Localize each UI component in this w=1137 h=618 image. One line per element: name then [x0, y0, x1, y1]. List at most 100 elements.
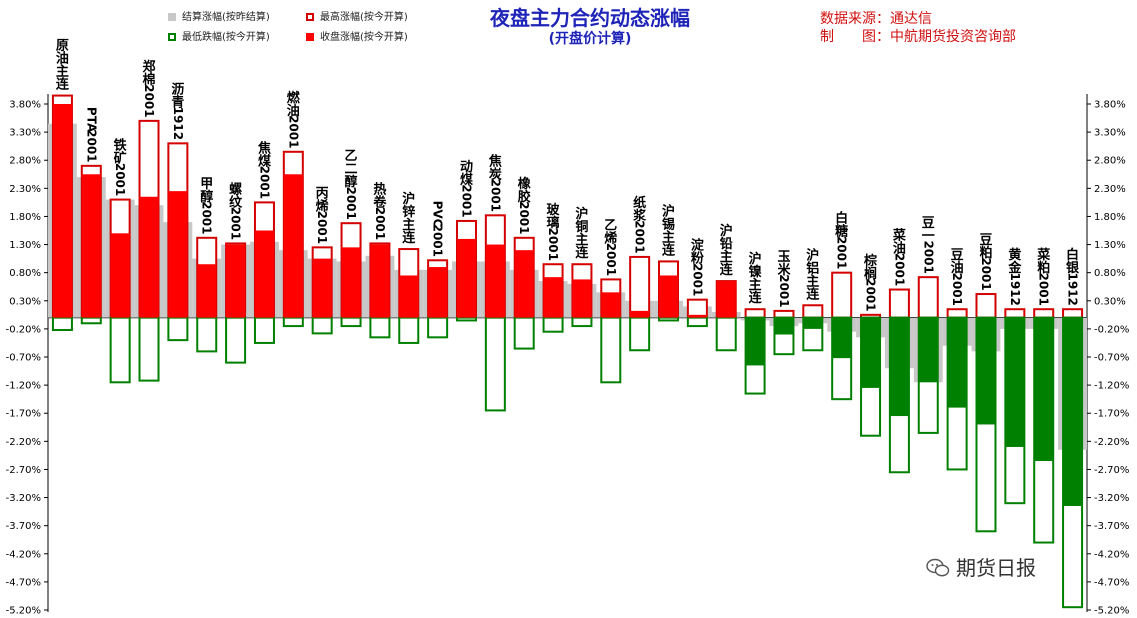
category-label-char: 连: [402, 230, 416, 246]
close-bar: [774, 317, 794, 335]
close-bar: [630, 310, 650, 318]
category-label-0: 原油主连原油主连: [56, 39, 70, 93]
category-label-char: 铜: [574, 219, 588, 235]
category-label-char: 油: [893, 241, 906, 257]
category-label-char: 粕: [1037, 260, 1050, 276]
close-bar: [81, 174, 101, 318]
category-label-code: 2001: [892, 253, 906, 286]
high-bar: [917, 276, 939, 319]
category-label-char: 燃: [287, 90, 301, 106]
category-label-32: 豆粕2001豆粕2001: [979, 233, 993, 291]
low-bar: [311, 316, 333, 335]
legend-item-high: 最高涨幅(按今开算): [306, 8, 408, 23]
low-bar: [196, 316, 218, 353]
y-tick-label-right: -0.70%: [1094, 353, 1129, 364]
category-label-26: 沪铝主连沪铝主连: [806, 247, 820, 302]
y-tick-label-left: 2.80%: [9, 156, 41, 167]
y-tick-label-left: -3.20%: [6, 493, 41, 504]
low-bar: [253, 316, 275, 344]
category-label-char: 焦: [488, 153, 502, 169]
category-label-char: 豆: [922, 216, 935, 231]
y-tick-label-left: -3.70%: [6, 521, 41, 532]
category-label-char: 沪: [662, 203, 675, 219]
category-label-char: 郑: [143, 59, 156, 75]
category-label-code: 2001: [517, 201, 531, 234]
close-bar: [976, 317, 996, 425]
category-label-29: 菜油2001菜油2001: [892, 228, 907, 287]
legend-label-close: 收盘涨幅(按今开算): [320, 32, 408, 43]
y-tick-label-right: -2.70%: [1094, 465, 1129, 476]
category-label-char: 主: [662, 229, 675, 245]
close-bar: [745, 317, 765, 366]
y-tick-label-left: -1.20%: [6, 381, 41, 392]
category-label-char: 纸: [633, 195, 646, 211]
category-label-char: 沪: [402, 191, 415, 207]
category-label-char: 矿: [114, 151, 127, 167]
y-tick-label-right: -1.70%: [1094, 409, 1129, 420]
category-label-char: 粕: [979, 245, 992, 261]
category-label-28: 棕榈2001棕榈2001: [863, 253, 878, 312]
category-label-code: 2001: [84, 129, 98, 162]
category-label-19: 乙烯2001乙烯2001: [604, 218, 618, 276]
close-bar: [1005, 317, 1025, 447]
category-label-17: 玻璃2001玻璃2001: [546, 202, 560, 261]
category-label-code: 2001: [229, 207, 243, 240]
legend-label-high: 最高涨幅(按今开算): [320, 12, 408, 23]
high-bar: [1033, 308, 1055, 319]
category-label-21: 沪锡主连沪锡主连: [662, 203, 676, 258]
low-bar: [629, 316, 651, 352]
close-bar: [52, 104, 72, 318]
y-tick-label-left: -4.70%: [6, 577, 41, 588]
category-label-char: 连: [749, 290, 763, 306]
y-tick-label-right: -0.20%: [1094, 324, 1129, 335]
category-label-6: 螺纹2001螺纹2001: [229, 181, 243, 240]
category-label-char: 主: [56, 64, 69, 80]
low-bar: [369, 316, 391, 339]
y-tick-label-right: -1.20%: [1094, 381, 1129, 392]
close-bar: [659, 275, 679, 318]
category-label-char: 醇: [200, 189, 213, 205]
wechat-icon: [926, 558, 950, 577]
category-label-char: 主: [749, 277, 762, 293]
axes-layer: 3.80% 3.80% 3.30% 3.30% 2.80% 2.80% 2.30% 2.30%…: [6, 94, 1129, 617]
category-label-22: 淀粉2001淀粉2001: [690, 238, 704, 297]
low-bar: [138, 316, 160, 382]
close-bar: [283, 174, 303, 318]
category-label-char: 菜: [1036, 247, 1050, 263]
category-label-char: 沪: [806, 247, 819, 263]
close-bar: [168, 191, 188, 318]
close-bar: [254, 230, 274, 318]
category-label-char: 动: [460, 160, 473, 175]
category-label-char: 白: [1066, 247, 1079, 263]
low-swatch: [168, 33, 176, 41]
category-label-char: 卷: [373, 194, 387, 210]
close-bar: [918, 317, 938, 383]
category-label-char: 锌: [402, 204, 415, 220]
category-label-code: 2001: [921, 240, 935, 273]
category-label-char: 焦: [257, 140, 271, 156]
legend-item-settle: 结算涨幅(按昨结算): [168, 8, 270, 23]
category-label-char: 豆: [979, 233, 992, 248]
low-bar: [600, 316, 622, 384]
category-label-24: 沪镍主连沪镍主连: [749, 251, 763, 306]
close-bar: [1034, 317, 1054, 462]
category-label-char: 胶: [518, 189, 531, 205]
category-label-char: 丙: [316, 186, 329, 201]
close-bar: [889, 317, 909, 417]
close-bar: [716, 281, 736, 318]
y-tick-label-left: 0.30%: [9, 296, 41, 307]
category-label-code: 2001: [633, 220, 647, 253]
category-label-12: 沪锌主连沪锌主连: [402, 191, 416, 246]
category-label-10: 乙二醇2001乙二醇2001: [344, 149, 358, 220]
close-bar: [110, 233, 130, 318]
y-tick-label-left: -1.70%: [6, 409, 41, 420]
category-label-char: 糖: [835, 224, 848, 240]
y-tick-label-right: -2.20%: [1094, 437, 1129, 448]
category-label-35: 白银1912白银1912: [1066, 247, 1080, 306]
category-label-char: 主: [402, 217, 415, 233]
y-tick-label-left: 0.80%: [9, 268, 41, 279]
y-tick-label-right: 3.30%: [1094, 128, 1126, 139]
category-label-code: 2001: [546, 228, 560, 261]
category-label-34: 菜粕2001菜粕2001: [1036, 247, 1051, 306]
category-label-code: 2001: [373, 207, 387, 240]
